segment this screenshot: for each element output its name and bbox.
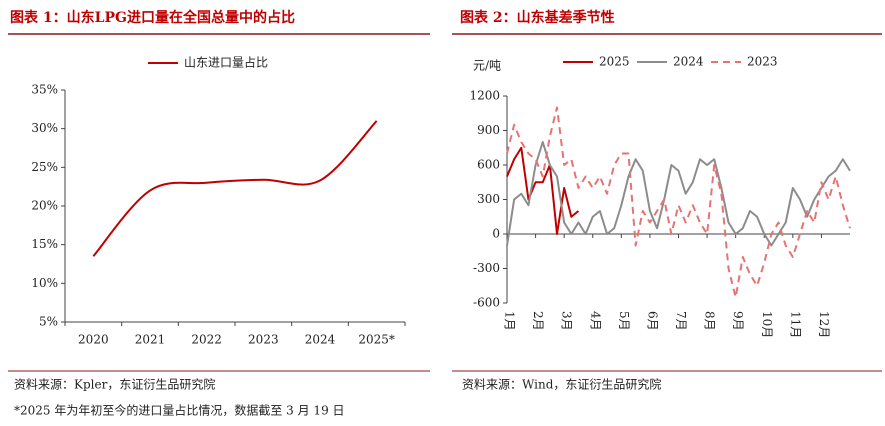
y-tick-label: 15%: [31, 237, 58, 251]
x-tick-label: 6月: [645, 311, 659, 331]
y-tick-label: 1200: [469, 89, 500, 103]
y-tick-label: 25%: [31, 160, 58, 174]
y-tick-label: 10%: [31, 276, 58, 290]
x-tick-label: 4月: [588, 311, 602, 331]
x-tick-label: 5月: [617, 311, 631, 331]
x-tick-label: 10月: [760, 311, 774, 338]
x-tick-label: 2025*: [358, 333, 395, 347]
y-tick-label: 0: [492, 227, 500, 241]
x-tick-label: 2023: [248, 333, 279, 347]
series-line: [506, 106, 851, 299]
y-tick-label: 900: [477, 123, 500, 137]
chart-title: 图表 2：山东基差季节性: [460, 9, 615, 26]
x-tick-label: 2021: [135, 333, 166, 347]
y-tick-label: 300: [477, 192, 500, 206]
x-tick-label: 12月: [817, 311, 831, 338]
series-line: [92, 120, 378, 257]
chart-title: 图表 1：山东LPG进口量在全国总量中的占比: [10, 9, 295, 26]
y-tick-label: -600: [473, 296, 500, 310]
note: *2025 年为年初至今的进口量占比情况，数据截至 3 月 19 日: [14, 403, 345, 418]
x-tick-label: 2024: [305, 333, 336, 347]
y-tick-label: 30%: [31, 121, 58, 135]
x-tick-label: 2020: [78, 333, 109, 347]
legend-label: 2023: [747, 55, 778, 69]
y-tick-label: 20%: [31, 199, 58, 213]
y-tick-label: 35%: [31, 83, 58, 97]
x-tick-label: 8月: [703, 311, 717, 331]
y-tick-label: 600: [477, 158, 500, 172]
source: 资料来源：Wind，东证衍生品研究院: [462, 377, 661, 392]
legend-label: 2024: [673, 55, 704, 69]
source: 资料来源：Kpler，东证衍生品研究院: [14, 377, 215, 392]
legend-label: 2025: [599, 55, 630, 69]
x-tick-label: 1月: [503, 311, 517, 331]
legend-label: 山东进口量占比: [184, 55, 268, 70]
x-tick-label: 11月: [788, 311, 802, 338]
series-line: [506, 141, 851, 247]
y-tick-label: 5%: [39, 315, 58, 329]
y-axis-unit: 元/吨: [473, 59, 501, 73]
x-tick-label: 7月: [674, 311, 688, 331]
x-tick-label: 2022: [191, 333, 222, 347]
y-tick-label: -300: [473, 261, 500, 275]
series-line: [506, 146, 580, 235]
x-tick-label: 2月: [531, 311, 545, 331]
x-tick-label: 3月: [560, 311, 574, 331]
x-tick-label: 9月: [731, 311, 745, 331]
